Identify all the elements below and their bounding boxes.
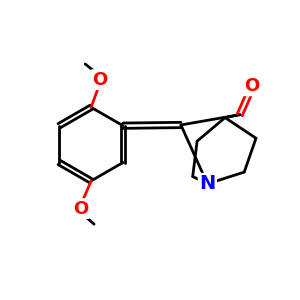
Text: O: O xyxy=(244,77,259,95)
Text: N: N xyxy=(199,174,215,194)
Text: O: O xyxy=(73,200,88,217)
Text: O: O xyxy=(92,70,108,88)
